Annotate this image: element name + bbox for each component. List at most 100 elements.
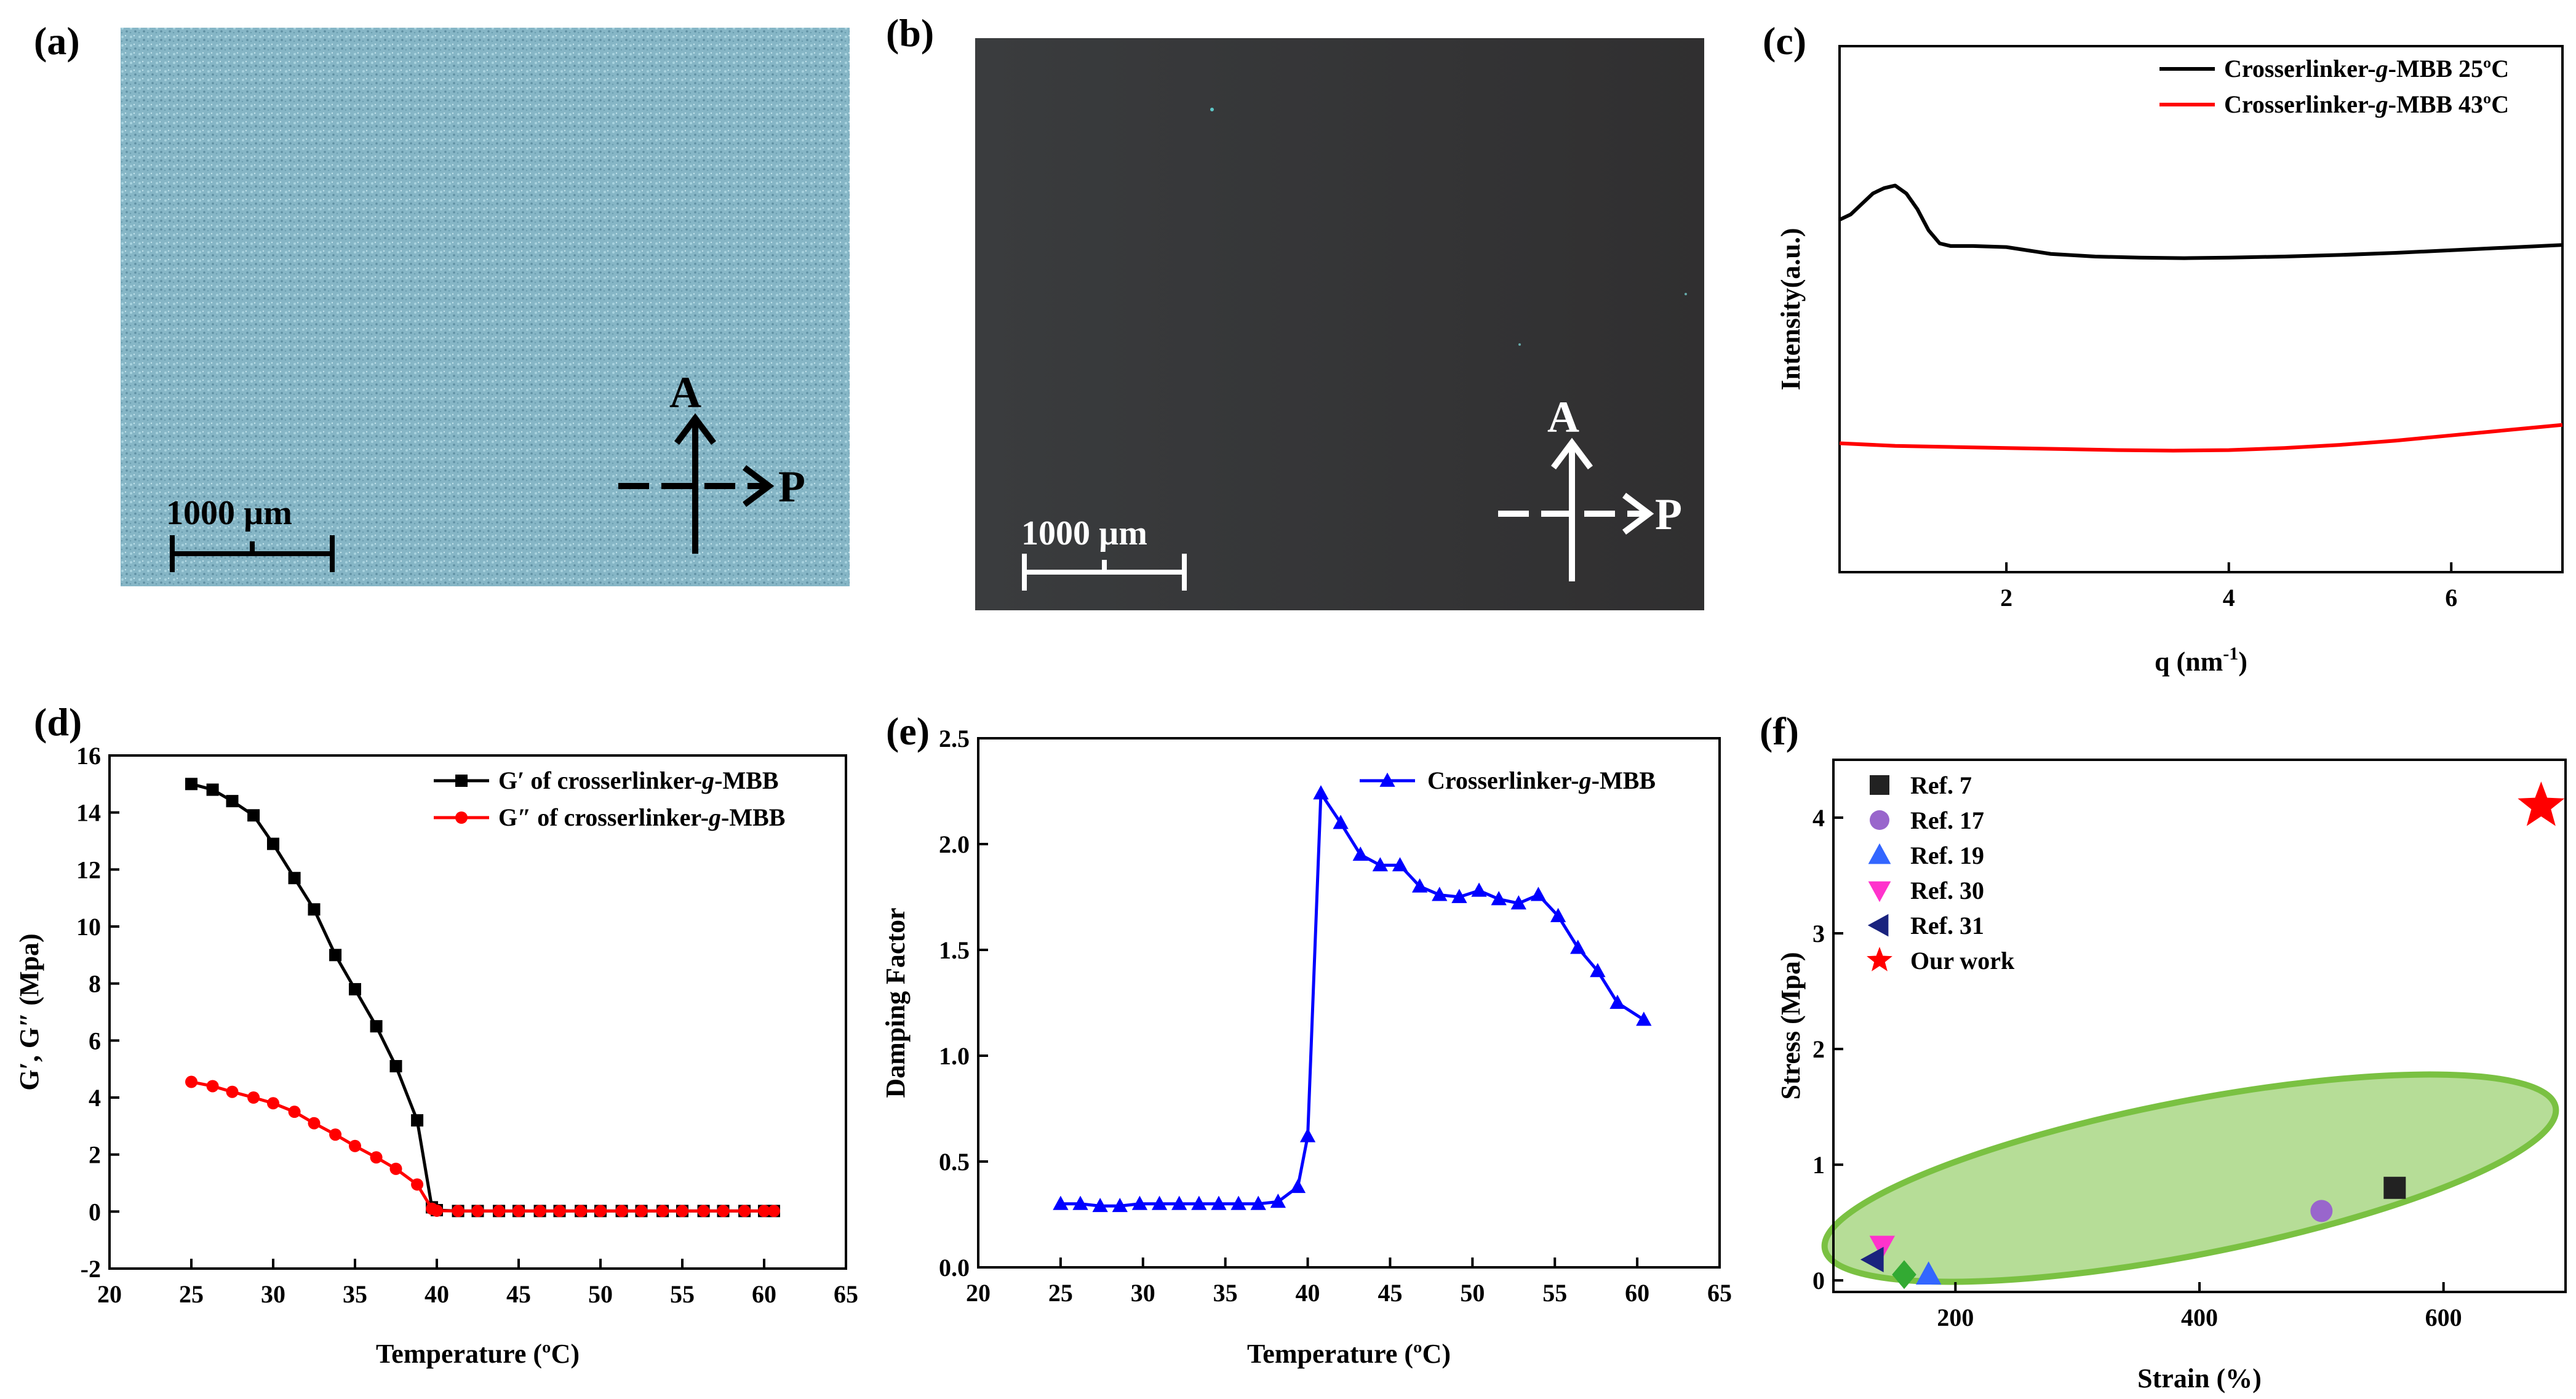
data-point bbox=[308, 1117, 321, 1130]
legend-label-1: G′ of crosserlinker-g-MBB bbox=[498, 767, 779, 794]
panel-label: (e) bbox=[886, 709, 930, 753]
legend-marker-6 bbox=[1867, 947, 1892, 971]
data-point bbox=[553, 1205, 566, 1218]
y-tick-label: 0.5 bbox=[939, 1148, 970, 1176]
legend-marker-1 bbox=[1870, 775, 1889, 795]
scale-bar-a bbox=[170, 535, 335, 572]
data-point-4 bbox=[1869, 1235, 1896, 1259]
data-point-2 bbox=[2310, 1200, 2333, 1222]
data-point bbox=[389, 1162, 402, 1175]
chart-f: (f) 200 400 600 0 1 2 3 4 Strain (%) Stress (Mpa) R… bbox=[1760, 709, 2567, 1393]
data-point bbox=[349, 1139, 361, 1152]
panel-b: (b) 1000 µm A P bbox=[886, 11, 1704, 610]
y-tick-label: 8 bbox=[89, 970, 101, 998]
data-point bbox=[471, 1205, 484, 1218]
data-point bbox=[1432, 887, 1448, 901]
x-tick-label: 6 bbox=[2445, 584, 2457, 612]
data-point bbox=[308, 903, 321, 916]
data-point bbox=[1372, 857, 1389, 872]
y-tick-label: 10 bbox=[76, 913, 101, 941]
y-tick-label: 2 bbox=[89, 1141, 101, 1169]
data-point-1 bbox=[2383, 1176, 2406, 1199]
data-point bbox=[452, 1205, 465, 1218]
x-axis-label: q (nm-1) bbox=[2155, 644, 2247, 677]
x-tick-label: 40 bbox=[1296, 1279, 1320, 1307]
legend-marker-5 bbox=[1867, 914, 1889, 937]
data-point bbox=[1590, 963, 1606, 978]
data-point bbox=[1211, 1195, 1227, 1210]
x-tick-label: 25 bbox=[179, 1280, 204, 1308]
panel-label: (c) bbox=[1763, 19, 1806, 63]
data-point bbox=[411, 1114, 424, 1127]
legend-label-4: Ref. 30 bbox=[1910, 877, 1984, 904]
y-tick-label: 14 bbox=[76, 799, 101, 827]
data-point bbox=[226, 1085, 239, 1098]
legend-label-2: Crosserlinker-g-MBB 43ºC bbox=[2224, 90, 2509, 118]
data-point bbox=[512, 1205, 525, 1218]
legend-marker-4 bbox=[1868, 881, 1891, 903]
data-point bbox=[1151, 1195, 1168, 1210]
y-axis-label: Intensity(a.u.) bbox=[1776, 228, 1806, 390]
highlight-ellipse bbox=[1821, 1071, 2559, 1285]
data-point bbox=[676, 1205, 688, 1218]
data-point bbox=[1352, 847, 1368, 861]
plot-frame bbox=[1838, 45, 2564, 573]
x-tick-label: 35 bbox=[343, 1280, 367, 1308]
data-point-6 bbox=[2518, 781, 2565, 826]
data-point bbox=[1411, 878, 1428, 893]
legend-marker-2 bbox=[455, 811, 468, 824]
data-point bbox=[389, 1060, 402, 1073]
legend-label-1: Crosserlinker-g-MBB 25ºC bbox=[2224, 55, 2509, 82]
micrograph-a bbox=[121, 28, 850, 586]
data-point bbox=[288, 1106, 301, 1118]
scale-bar-a-label: 1000 µm bbox=[166, 494, 292, 532]
data-point bbox=[1112, 1198, 1128, 1213]
data-point bbox=[185, 1075, 197, 1088]
data-point bbox=[635, 1205, 648, 1218]
legend-marker-2 bbox=[1870, 810, 1889, 830]
data-point bbox=[1530, 887, 1547, 901]
x-tick-label: 50 bbox=[588, 1280, 613, 1308]
legend-marker-1 bbox=[1379, 772, 1395, 787]
x-tick-label: 30 bbox=[1131, 1279, 1155, 1307]
y-tick-label: 4 bbox=[1812, 804, 1825, 832]
legend-marker-1 bbox=[455, 775, 468, 787]
scale-bar-b bbox=[1022, 554, 1187, 591]
data-point bbox=[1270, 1194, 1286, 1208]
y-tick-label: 1.5 bbox=[939, 936, 970, 964]
data-point bbox=[1510, 895, 1526, 910]
data-point bbox=[1131, 1195, 1148, 1210]
data-point bbox=[1451, 888, 1467, 903]
x-tick-label: 50 bbox=[1460, 1279, 1485, 1307]
data-point bbox=[1570, 939, 1586, 954]
data-point bbox=[738, 1205, 751, 1218]
panel-a-label: (a) bbox=[34, 19, 80, 63]
y-tick-label: 12 bbox=[76, 856, 101, 883]
x-tick-label: 65 bbox=[1707, 1279, 1732, 1307]
data-point bbox=[656, 1205, 669, 1218]
legend-marker-3 bbox=[1868, 843, 1891, 864]
data-point-3 bbox=[1916, 1261, 1942, 1285]
panel-label: (d) bbox=[34, 700, 82, 744]
data-point bbox=[758, 1205, 770, 1218]
axis-p-label-b: P bbox=[1655, 490, 1682, 539]
data-point bbox=[717, 1205, 730, 1218]
data-point bbox=[1550, 907, 1566, 922]
data-point bbox=[185, 778, 197, 791]
data-point bbox=[349, 982, 361, 995]
data-point bbox=[615, 1205, 628, 1218]
x-tick-label: 45 bbox=[1378, 1279, 1402, 1307]
data-point bbox=[288, 872, 301, 885]
data-point bbox=[1313, 785, 1329, 800]
data-point bbox=[329, 949, 342, 962]
data-point-extra bbox=[1892, 1260, 1916, 1289]
y-tick-label: 0.0 bbox=[939, 1254, 970, 1281]
axis-a-label-b: A bbox=[1547, 393, 1579, 442]
data-point bbox=[1636, 1011, 1652, 1026]
data-point bbox=[1392, 857, 1408, 872]
data-point bbox=[206, 1080, 219, 1093]
data-point bbox=[575, 1205, 588, 1218]
data-point bbox=[267, 1097, 279, 1110]
x-tick-label: 55 bbox=[1542, 1279, 1567, 1307]
axis-a-label: A bbox=[669, 368, 701, 417]
